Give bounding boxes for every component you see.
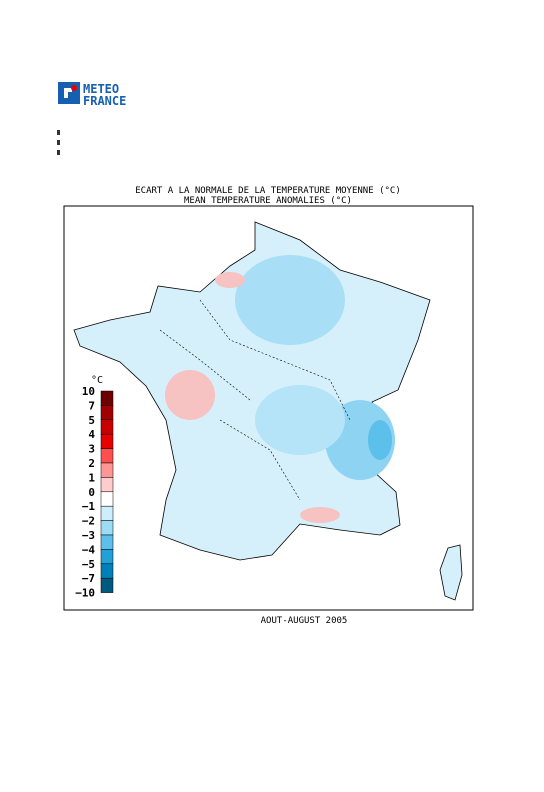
legend-swatch [100, 448, 114, 464]
mark [57, 150, 60, 155]
legend-swatch [100, 477, 114, 493]
title: ECART A LA NORMALE DE LA TEMPERATURE MOY… [135, 186, 401, 196]
subtitle: MEAN TEMPERATURE ANOMALIES (°C) [184, 196, 352, 206]
anomaly-area [235, 255, 345, 345]
legend-unit: °C [91, 375, 103, 386]
legend-label: 5 [88, 414, 95, 427]
legend-label: −10 [75, 587, 95, 600]
legend-label: 3 [88, 443, 95, 456]
legend-swatch [100, 563, 114, 579]
corsica [439, 544, 463, 601]
legend-swatch [100, 390, 114, 406]
legend-swatch [100, 491, 114, 507]
legend-swatch [100, 577, 114, 593]
mark [57, 140, 60, 145]
legend-label: 10 [82, 385, 95, 398]
anomaly-area [165, 370, 215, 420]
anomaly-area [300, 507, 340, 523]
legend-label: −3 [82, 529, 95, 542]
legend-label: 7 [88, 399, 95, 412]
legend-label: 0 [88, 486, 95, 499]
legend-swatch [100, 549, 114, 565]
anomaly-area [368, 420, 392, 460]
legend-swatch [100, 520, 114, 536]
logo-icon [58, 82, 80, 104]
logo: METEO FRANCE [58, 82, 126, 108]
anomaly-area [215, 272, 245, 288]
legend-label: −4 [82, 543, 96, 556]
legend-label: −2 [82, 515, 95, 528]
logo-text: FRANCE [83, 94, 126, 108]
legend-swatch [100, 462, 114, 478]
legend-label: 4 [88, 428, 95, 441]
legend-label: −5 [82, 558, 95, 571]
legend-swatch [100, 433, 114, 449]
legend-swatch [100, 534, 114, 550]
legend-label: −7 [82, 572, 95, 585]
map-frame [63, 205, 474, 611]
legend-label: 2 [88, 457, 95, 470]
department-borders [159, 299, 351, 501]
logo-mark [64, 88, 72, 98]
legend-label: −1 [82, 500, 96, 513]
legend-swatch [100, 505, 114, 521]
legend-swatch [100, 405, 114, 421]
logo-dot [71, 85, 77, 91]
legend-swatch [100, 419, 114, 435]
anomaly-area [255, 385, 345, 455]
legend-label: 1 [88, 471, 95, 484]
period: AOUT-AUGUST 2005 [261, 616, 348, 626]
mark [57, 130, 60, 135]
logo-text: METEO [83, 82, 119, 96]
france-map [73, 221, 463, 601]
